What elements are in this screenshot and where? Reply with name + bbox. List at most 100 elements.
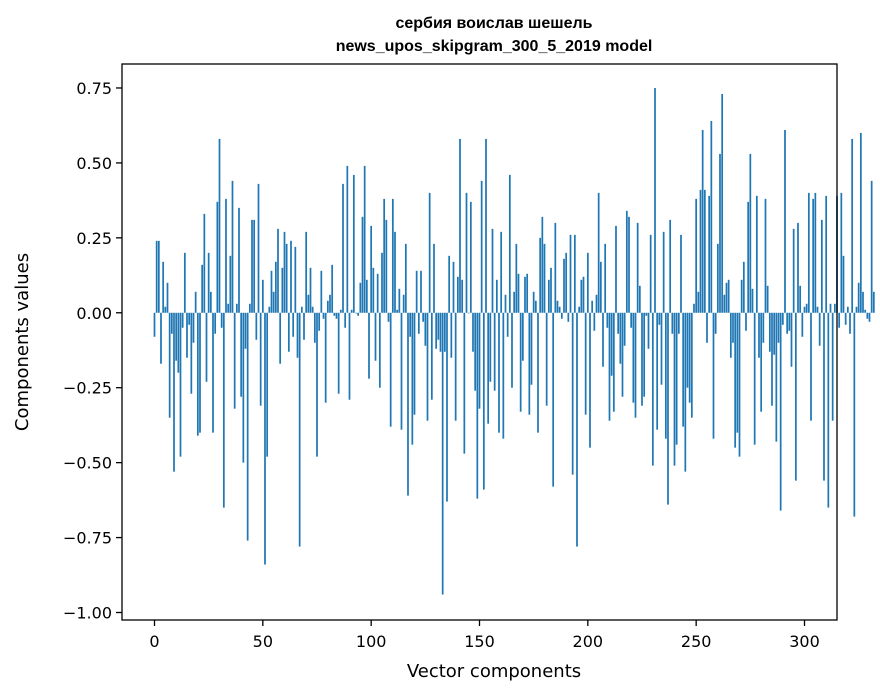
bar <box>534 300 537 313</box>
bar <box>493 312 496 391</box>
bar <box>456 276 459 313</box>
bar <box>199 312 201 433</box>
bar <box>610 312 613 376</box>
bar <box>539 237 542 313</box>
bar <box>625 210 628 313</box>
bar <box>552 312 555 487</box>
bar <box>762 312 765 343</box>
bar <box>396 309 399 313</box>
bar <box>303 312 305 340</box>
bar <box>342 183 344 313</box>
bar <box>279 312 282 364</box>
bar <box>374 312 377 361</box>
bar <box>383 198 386 313</box>
bar <box>307 294 310 313</box>
bar <box>502 312 505 439</box>
bar <box>320 270 323 313</box>
bar <box>810 312 812 421</box>
bar <box>725 282 728 313</box>
bar <box>684 312 687 472</box>
bar <box>645 312 648 316</box>
bar <box>246 312 249 541</box>
y-axis-ticks: −1.00 −0.75 −0.50 −0.25 0.00 0.25 0.50 0.75 <box>63 79 122 623</box>
bar <box>803 306 806 313</box>
bar <box>701 129 704 313</box>
bar <box>404 243 407 313</box>
y-tick-label: −1.00 <box>63 604 112 623</box>
bar <box>173 312 175 472</box>
bar <box>480 180 483 313</box>
bar <box>424 312 427 346</box>
y-tick-label: 0.50 <box>76 154 112 173</box>
bar <box>732 312 734 343</box>
bar <box>268 306 271 313</box>
y-tick-label: 0.25 <box>76 229 112 248</box>
bar <box>586 252 589 313</box>
bar <box>194 291 197 313</box>
bar <box>565 252 568 313</box>
bar <box>248 303 251 313</box>
bar <box>450 312 453 358</box>
bar <box>766 285 769 313</box>
bar <box>747 201 750 313</box>
bar <box>740 279 743 313</box>
bar <box>712 312 715 439</box>
bar <box>164 306 167 313</box>
bar <box>827 312 830 508</box>
bar <box>695 198 698 313</box>
bar <box>339 309 342 313</box>
bar <box>866 312 869 319</box>
bar <box>545 312 548 406</box>
bar <box>779 312 782 511</box>
bar <box>584 312 587 415</box>
bar <box>831 312 834 421</box>
bar <box>623 312 626 346</box>
bar <box>872 291 875 313</box>
bar <box>227 303 230 313</box>
bar <box>277 228 279 313</box>
bar <box>207 252 210 313</box>
bar <box>506 312 509 337</box>
bar <box>513 291 516 313</box>
bar <box>582 276 585 313</box>
bar <box>775 312 778 442</box>
bar <box>736 312 739 433</box>
bar <box>868 312 871 322</box>
bar <box>703 189 706 313</box>
bar <box>864 309 867 313</box>
bar <box>292 312 295 337</box>
bar <box>209 291 212 313</box>
plot-frame <box>121 63 838 621</box>
bar <box>448 255 451 313</box>
bar <box>636 222 639 313</box>
bar <box>751 288 754 313</box>
bar <box>487 312 490 424</box>
bar <box>402 294 405 313</box>
bar <box>443 312 446 352</box>
bar <box>166 282 169 313</box>
bar <box>500 231 503 313</box>
bar <box>190 312 193 394</box>
bar <box>656 312 659 430</box>
bar <box>188 312 191 325</box>
bar <box>411 312 414 445</box>
bar <box>285 243 288 313</box>
bar <box>697 291 700 313</box>
bar <box>331 264 334 313</box>
y-axis-label: Components values <box>12 253 33 431</box>
bar <box>727 279 730 313</box>
bar <box>651 312 654 466</box>
bar <box>309 267 312 313</box>
bar <box>606 312 609 328</box>
bar <box>781 312 784 325</box>
bar <box>305 231 308 313</box>
x-tick-label: 100 <box>356 632 387 651</box>
bar <box>643 312 646 397</box>
bar <box>571 312 574 475</box>
bar <box>844 312 847 325</box>
bar <box>615 225 617 313</box>
bar <box>604 243 607 313</box>
bar <box>649 234 652 313</box>
bar <box>420 270 422 313</box>
